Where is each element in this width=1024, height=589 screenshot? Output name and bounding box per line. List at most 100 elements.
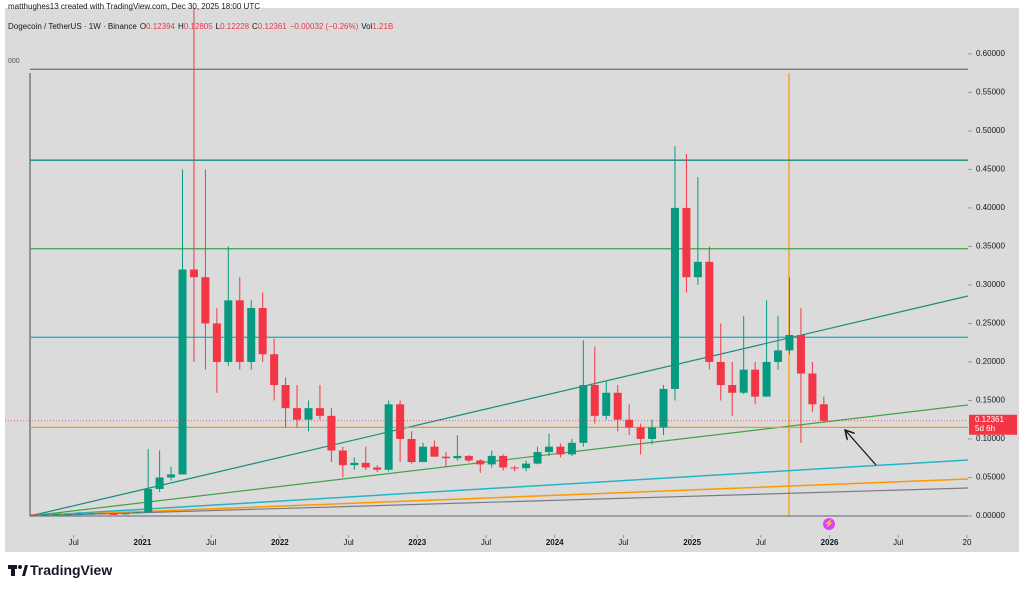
candle-body <box>270 354 279 386</box>
candle-body <box>350 462 359 466</box>
x-tick-label: 2021 <box>134 538 152 547</box>
candle-body <box>189 269 198 278</box>
candle-body <box>625 419 634 428</box>
x-tick-label: Jul <box>206 538 216 547</box>
y-tick-label: 0.30000 <box>976 280 1005 289</box>
candle-body <box>29 514 38 516</box>
tv-logo <box>8 565 28 576</box>
candle-body <box>739 369 748 393</box>
symbol: Dogecoin / TetherUS · 1W · Binance <box>8 22 137 31</box>
y-tick-label: 0.55000 <box>976 88 1005 97</box>
legend-value: 0.12361 <box>257 22 287 31</box>
candle-body <box>533 452 542 464</box>
x-tick-label: 2026 <box>821 538 839 547</box>
candle-body <box>430 446 439 457</box>
candle-body <box>774 350 783 362</box>
x-tick-label: Jul <box>756 538 766 547</box>
y-tick-label: 0.20000 <box>976 357 1005 366</box>
candle-body <box>201 277 210 324</box>
candle-body <box>419 446 428 463</box>
candle-body <box>659 388 668 428</box>
candle-body <box>705 261 714 362</box>
y-tick-label: 0.50000 <box>976 126 1005 135</box>
y-tick-label: 0.45000 <box>976 165 1005 174</box>
arrow <box>846 431 877 466</box>
candle-body <box>636 427 645 439</box>
candle-body <box>224 300 233 362</box>
countdown: 5d 6h <box>975 424 995 433</box>
candle-body <box>613 392 622 420</box>
legend-item: Vol1.21B <box>361 22 393 31</box>
legend-item: L0.12228 <box>216 22 249 31</box>
legend-value: 0.12805 <box>183 22 213 31</box>
candle-body <box>464 455 473 461</box>
candle-body <box>556 446 565 455</box>
price-tag <box>969 414 1017 435</box>
legend-key: Vol <box>361 22 373 31</box>
x-tick-label: 2024 <box>546 538 564 547</box>
credit: matthughes13 created with TradingView.co… <box>8 2 260 11</box>
legend-value: 0.12228 <box>220 22 250 31</box>
candle-body <box>373 467 382 470</box>
candle-body <box>648 427 657 439</box>
trend-line <box>29 295 968 517</box>
candle-body <box>327 415 336 451</box>
candle-body <box>682 207 691 278</box>
x-tick-label: Jul <box>69 538 79 547</box>
candle-body <box>132 512 141 514</box>
x-tick-label: Jul <box>618 538 628 547</box>
candle-body <box>212 323 221 362</box>
price-tag-label: 0.12361 <box>975 415 1004 424</box>
trend-line <box>29 487 968 517</box>
legend-item: C0.12361 <box>252 22 287 31</box>
candle-body <box>716 361 725 386</box>
candle-body <box>670 207 679 389</box>
candle-body <box>86 513 95 515</box>
candle-body <box>579 385 588 443</box>
candle-body <box>819 404 828 421</box>
legend: Dogecoin / TetherUS · 1W · Binance O0.123… <box>8 22 393 31</box>
candle-body <box>785 334 794 351</box>
trend-line <box>29 459 968 517</box>
candle-body <box>121 513 130 515</box>
trend-line <box>29 404 968 517</box>
candle-body <box>751 369 760 397</box>
candle-body <box>407 438 416 463</box>
legend-key: C <box>252 22 258 31</box>
event-icon <box>823 518 835 530</box>
legend-key: H <box>177 22 184 31</box>
candle-body <box>109 513 118 515</box>
candle-body <box>590 385 599 416</box>
candle-body <box>258 308 267 355</box>
x-tick-label: 2025 <box>683 538 701 547</box>
y-tick-label: 0.25000 <box>976 319 1005 328</box>
x-tick-label: 2023 <box>408 538 426 547</box>
candle-body <box>441 456 450 459</box>
clipped-label: 000 <box>8 58 20 65</box>
y-tick-label: 0.40000 <box>976 203 1005 212</box>
candle-body <box>396 404 405 439</box>
candle-body <box>510 467 519 469</box>
candle-body <box>602 392 611 416</box>
candle-body <box>235 300 244 362</box>
y-tick-label: 0.15000 <box>976 396 1005 405</box>
brand: TradingView <box>30 562 113 578</box>
candle-body <box>693 261 702 278</box>
y-tick-label: 0.00000 <box>976 511 1005 520</box>
candle-body <box>144 489 153 513</box>
y-tick-label: 0.05000 <box>976 473 1005 482</box>
candle-body <box>361 462 370 468</box>
candle-body <box>63 514 72 516</box>
x-tick-label: Jul <box>481 538 491 547</box>
candle-body <box>281 385 290 409</box>
x-tick-label: Jul <box>893 538 903 547</box>
trend-line <box>29 478 968 517</box>
candle-body <box>293 408 302 420</box>
candle-body <box>487 455 496 465</box>
candle-body <box>41 514 50 516</box>
candle-body <box>178 269 187 475</box>
candle-body <box>75 513 84 515</box>
legend-value: 0.12394 <box>146 22 175 31</box>
candle-body <box>476 460 485 465</box>
candle-body <box>384 404 393 470</box>
